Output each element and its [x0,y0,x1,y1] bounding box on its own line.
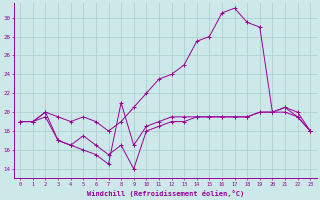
X-axis label: Windchill (Refroidissement éolien,°C): Windchill (Refroidissement éolien,°C) [87,190,244,197]
